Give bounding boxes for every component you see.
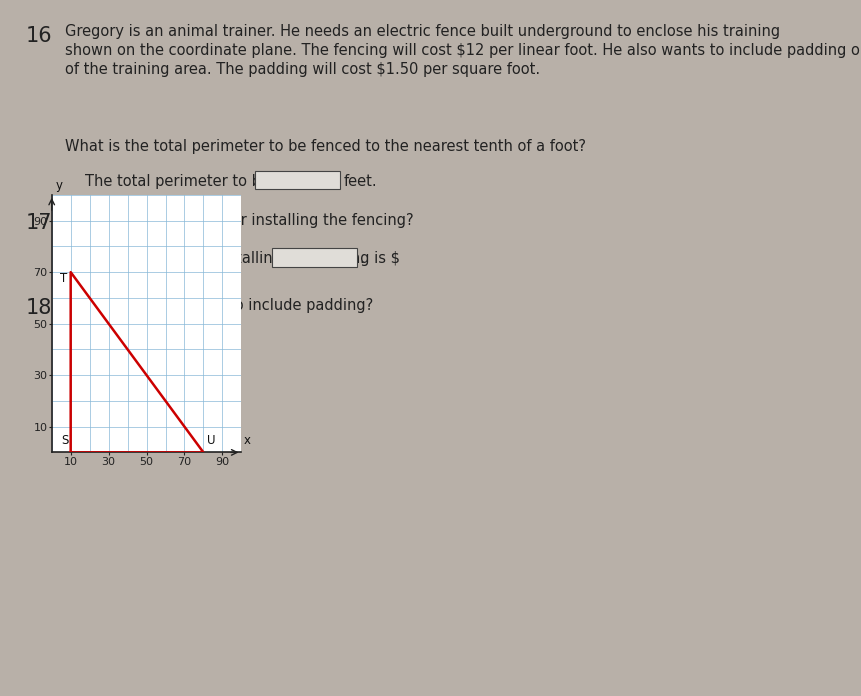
Text: shown on the coordinate plane. The fencing will cost $12 per linear foot. He als: shown on the coordinate plane. The fenci…	[65, 43, 861, 58]
Text: 17: 17	[25, 214, 52, 233]
Text: of the training area. The padding will cost $1.50 per square foot.: of the training area. The padding will c…	[65, 62, 540, 77]
FancyBboxPatch shape	[272, 248, 356, 267]
Text: y: y	[55, 180, 63, 192]
Text: The total cost for installing the fencing is $: The total cost for installing the fencin…	[85, 251, 400, 267]
Text: What is the total area to include padding?: What is the total area to include paddin…	[65, 298, 373, 313]
Text: 16: 16	[25, 26, 52, 46]
Text: U: U	[207, 434, 215, 448]
Text: What is the total perimeter to be fenced to the nearest tenth of a foot?: What is the total perimeter to be fenced…	[65, 139, 585, 154]
Text: What is the total cost for installing the fencing?: What is the total cost for installing th…	[65, 214, 413, 228]
FancyBboxPatch shape	[255, 171, 340, 189]
Text: The total perimeter to be fenced is: The total perimeter to be fenced is	[85, 173, 341, 189]
Text: S: S	[61, 434, 69, 448]
Text: .: .	[359, 251, 363, 267]
Text: x: x	[243, 434, 250, 448]
Text: feet.: feet.	[343, 173, 376, 189]
Text: T: T	[59, 272, 67, 285]
Text: 18: 18	[25, 298, 52, 318]
Text: Gregory is an animal trainer. He needs an electric fence built underground to en: Gregory is an animal trainer. He needs a…	[65, 24, 779, 39]
